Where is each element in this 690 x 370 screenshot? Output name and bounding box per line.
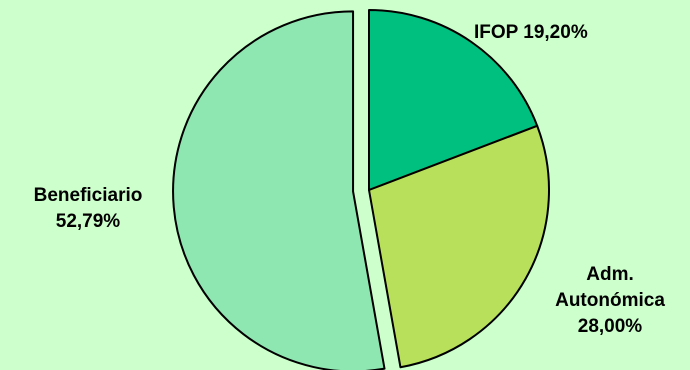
slice-label-ben-line1: Beneficiario [33, 185, 143, 206]
pie-slice-ifop [368, 9, 539, 191]
pie-slice-adm-autonomica [368, 124, 550, 369]
slice-label-adm-line1: Adm. [586, 264, 634, 285]
slice-label-adm-line2: Autonómica [555, 290, 665, 311]
slice-label-ifop-text: IFOP 19,20% [474, 22, 588, 43]
slice-label-ben-value: 52,79% [55, 211, 121, 232]
slice-label-beneficiario: Beneficiario 52,79% [0, 183, 176, 235]
pie-slice-beneficiario [172, 10, 386, 370]
slice-label-ifop: IFOP 19,20% [474, 20, 588, 46]
slice-label-adm-value: 28,00% [577, 316, 643, 337]
slice-label-adm-autonomica: Adm. Autonómica 28,00% [532, 262, 688, 340]
